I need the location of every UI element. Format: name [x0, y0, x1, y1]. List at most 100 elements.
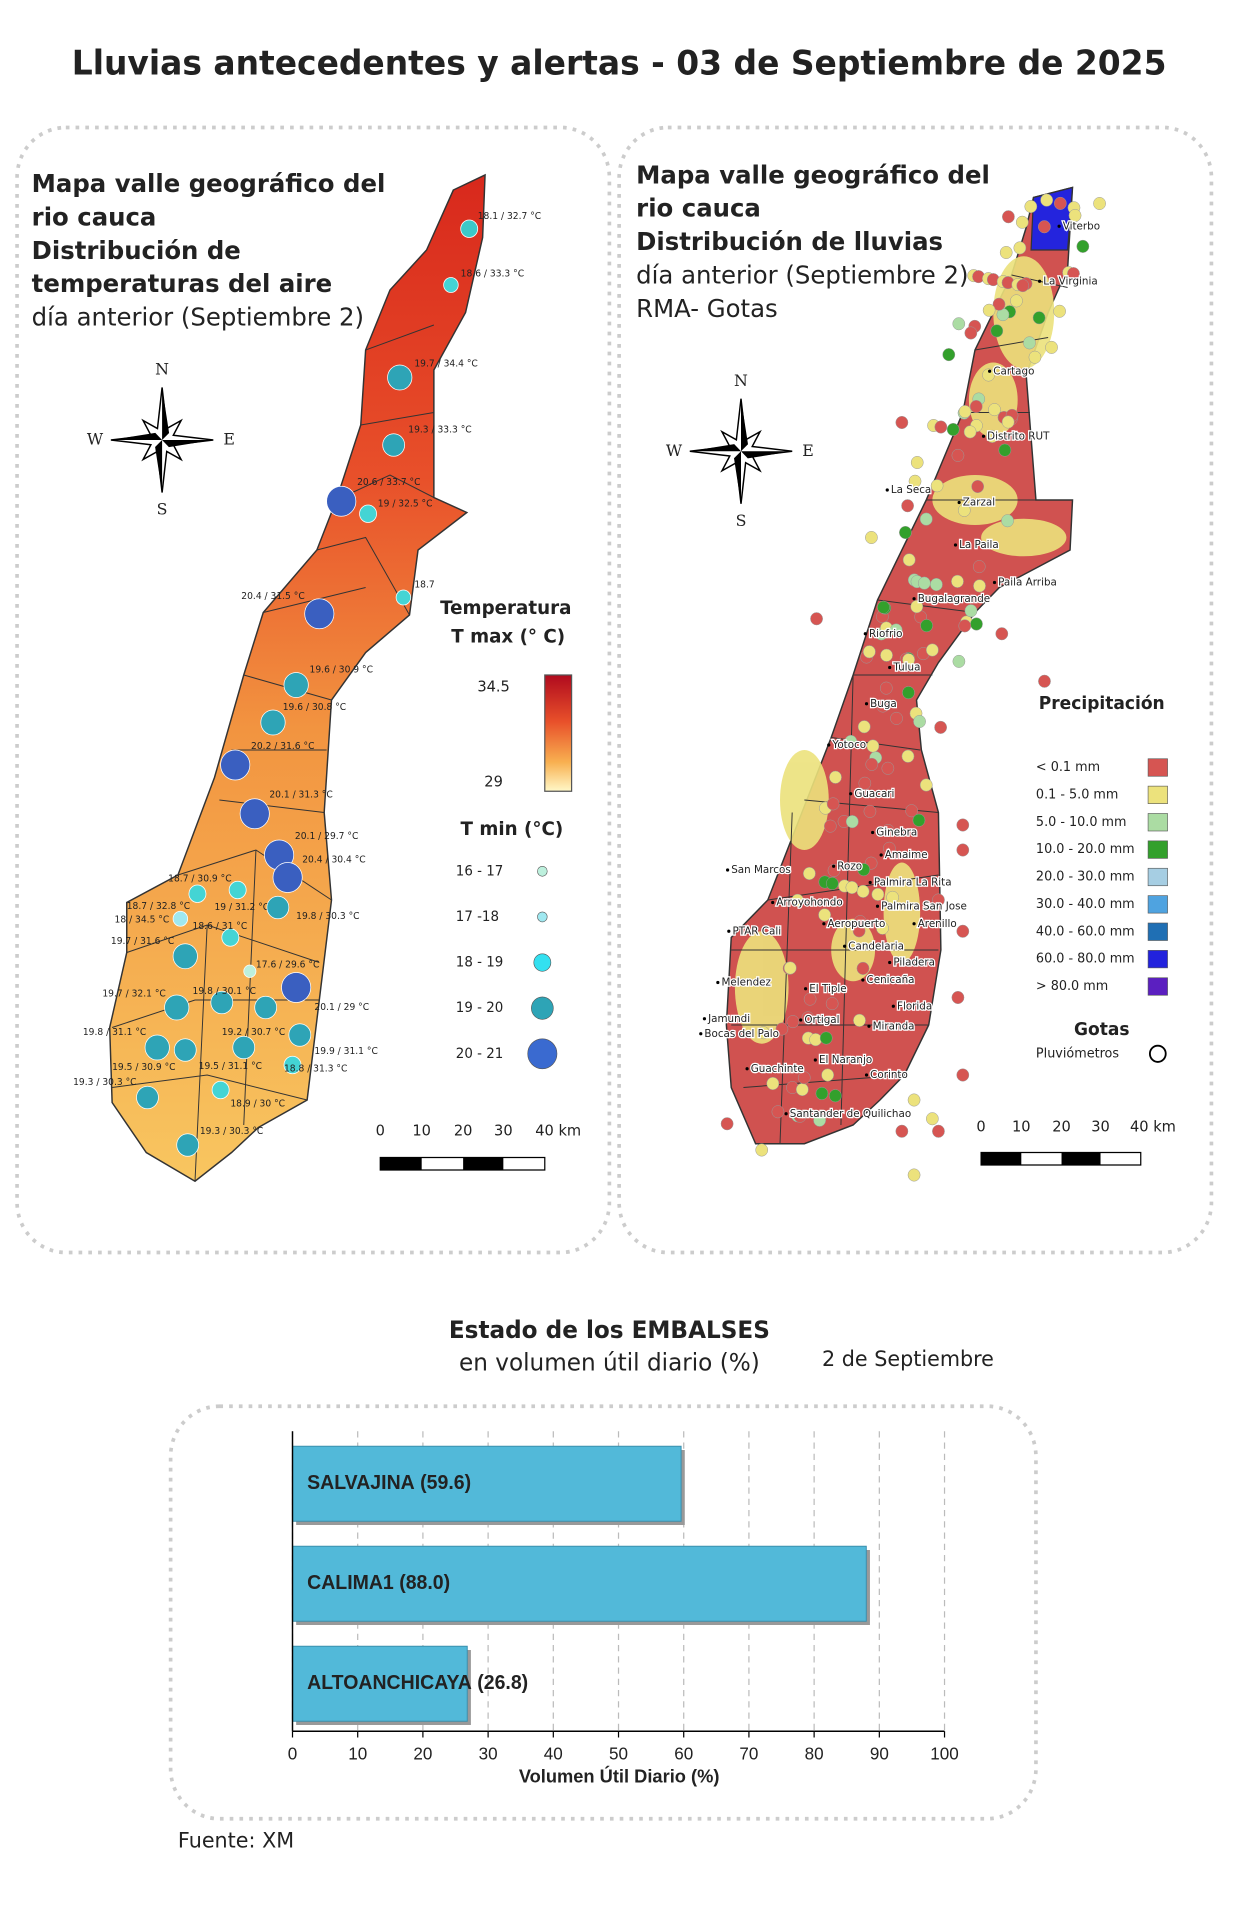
x-tick-label: 40 [544, 1743, 563, 1763]
legend-label: 10.0 - 20.0 mm [1036, 842, 1135, 857]
station-label: 18 / 34.5 °C [115, 914, 170, 925]
station-label: 18.1 / 32.7 °C [478, 211, 541, 222]
rain-gauge [912, 813, 926, 827]
legend-label: 60.0 - 80.0 mm [1036, 952, 1135, 967]
rain-gauge [970, 617, 983, 631]
panel-title: rio cauca [636, 193, 761, 222]
legend-label: < 0.1 mm [1036, 760, 1100, 775]
x-tick-label: 30 [479, 1743, 498, 1763]
rain-gauge [952, 317, 966, 331]
rain-gauge [826, 797, 840, 811]
rain-gauge [972, 560, 986, 574]
legend-title: Temperatura [440, 598, 571, 619]
rain-gauge [995, 627, 1009, 641]
station-dot [210, 990, 234, 1015]
colorbar-label: 34.5 [477, 678, 510, 695]
town-point [771, 900, 775, 905]
panel-title: Mapa valle geográfico del [636, 160, 990, 189]
scale-label: 10 [412, 1122, 431, 1139]
compass-letter: W [666, 441, 683, 460]
station-dot [460, 219, 479, 238]
town-point [888, 960, 892, 965]
bar [292, 1545, 867, 1622]
rain-gauge [766, 1076, 780, 1090]
x-tick-label: 20 [413, 1743, 432, 1763]
rain-gauge [901, 749, 915, 763]
rain-gauge [1068, 208, 1082, 222]
rain-gauge [926, 643, 939, 657]
compass-letter: E [802, 441, 814, 460]
station-label: 18.7 / 32.8 °C [127, 901, 190, 912]
rain-gauge [803, 992, 817, 1006]
category-label: SALVAJINA [307, 1472, 415, 1494]
rain-gauge [926, 1112, 939, 1126]
scale-label: 40 km [535, 1122, 581, 1139]
town-point [804, 987, 808, 991]
legend-symbol [537, 911, 548, 923]
station-label: 18.8 / 31.3 °C [284, 1063, 347, 1074]
station-dot [283, 672, 309, 698]
station-label: 19.6 / 30.8 °C [283, 702, 346, 713]
rain-gauge [951, 574, 964, 588]
station-label: 19.8 / 30.1 °C [193, 986, 256, 997]
rain-gauge [956, 924, 970, 938]
rain-gauge [951, 448, 965, 462]
town-label: Paila Arriba [998, 576, 1057, 588]
town-point [957, 500, 961, 505]
station-label: 19 / 32.5 °C [378, 498, 433, 509]
station-dot [172, 910, 189, 927]
legend-label: 30.0 - 40.0 mm [1036, 897, 1135, 912]
rain-gauge [1053, 196, 1067, 210]
station-dot [283, 1055, 302, 1075]
rain-gauge [957, 503, 971, 517]
rain-gauge [1038, 674, 1051, 688]
rain-gauge [905, 804, 918, 818]
town-label: Tulua [892, 661, 920, 673]
bar [292, 1645, 468, 1722]
rain-gauge [858, 776, 872, 790]
rain-gauge [956, 843, 970, 857]
town-point [992, 580, 997, 585]
rain-gauge [865, 757, 879, 771]
panel-title: temperaturas del aire [32, 269, 332, 298]
rain-gauge [876, 699, 890, 713]
compass-letter: S [157, 499, 168, 518]
rain-gauge [985, 429, 999, 443]
station-label: 19.9 / 31.1 °C [314, 1046, 377, 1057]
town-point [912, 597, 916, 601]
station-dot [188, 884, 207, 903]
town-label: Palmira San Jose [881, 900, 967, 912]
rain-gauge [919, 778, 933, 792]
rain-gauge [1010, 294, 1023, 308]
town-point [912, 922, 916, 926]
station-dot [288, 1023, 312, 1047]
town-point [981, 434, 986, 438]
legend-label: 18 - 19 [456, 954, 503, 970]
town-point [871, 830, 875, 835]
colorbar-label: 29 [484, 773, 503, 790]
legend-label: 20 - 21 [456, 1046, 503, 1062]
station-label: 20.1 / 29 °C [314, 1002, 369, 1013]
rain-gauge [1045, 340, 1058, 354]
town-label: La Virginia [1043, 275, 1097, 287]
rain-gauge [1002, 210, 1015, 224]
town-label: Palmira La Rita [874, 876, 952, 888]
town-label: Ortigal [804, 1014, 839, 1026]
town-point [849, 792, 853, 796]
station-dot [221, 928, 240, 947]
rain-gauge [899, 526, 912, 539]
town-point [843, 944, 847, 948]
station-dot [228, 880, 247, 900]
station-dot [164, 994, 190, 1021]
compass-letter: S [736, 511, 747, 530]
rain-gauge [1023, 336, 1036, 350]
rain-gauge [932, 893, 945, 907]
rain-gauge [853, 915, 867, 929]
rain-gauge [956, 1068, 970, 1082]
rain-gauge [1093, 197, 1106, 211]
rain-gauge [845, 881, 859, 894]
legend-label: 5.0 - 10.0 mm [1036, 815, 1127, 830]
value-label: (59.6) [420, 1472, 471, 1494]
rain-gauge [952, 654, 966, 668]
